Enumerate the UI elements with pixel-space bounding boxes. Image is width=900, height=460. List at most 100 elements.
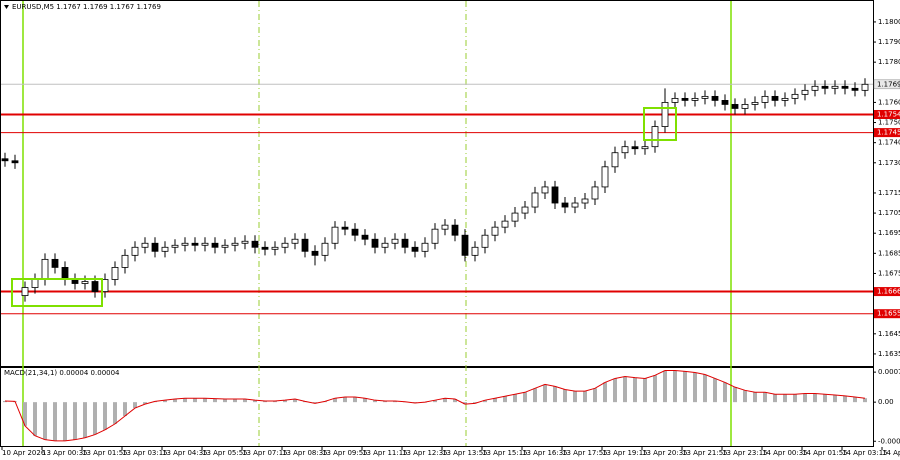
level-label: 1.1666 — [877, 288, 900, 296]
candle-body — [611, 152, 619, 168]
macd-bar — [93, 402, 97, 435]
macd-bar — [543, 384, 547, 403]
candle-body — [401, 238, 409, 248]
macd-bar — [373, 400, 377, 403]
candle-body — [661, 102, 669, 127]
candle-body — [441, 224, 449, 230]
candle-body — [461, 234, 469, 256]
candle-body — [801, 89, 809, 95]
chart-title: EURUSD,M5 1.1767 1.1769 1.1767 1.1769 — [12, 3, 161, 11]
x-tick-label: 13 Apr 01:55 — [82, 449, 128, 457]
candle-body — [701, 95, 709, 99]
candle-body — [281, 242, 289, 248]
candle-body — [71, 279, 79, 284]
x-tick-label: 13 Apr 05:55 — [202, 449, 248, 457]
macd-bar — [723, 382, 727, 403]
macd-bar — [43, 402, 47, 440]
macd-bar — [213, 398, 217, 403]
macd-bar — [493, 398, 497, 403]
level-label-box — [874, 309, 900, 319]
macd-bar — [433, 400, 437, 403]
macd-bar — [753, 392, 757, 403]
x-tick-label: 13 Apr 15:15 — [482, 449, 528, 457]
macd-bar — [473, 402, 477, 404]
x-tick-label: 14 Apr 04:35 — [882, 449, 900, 457]
macd-bar — [643, 378, 647, 403]
price-label: 1.1769 — [877, 80, 900, 88]
macd-frame — [0, 367, 874, 447]
macd-bar — [803, 393, 807, 403]
candle-body — [351, 228, 359, 236]
candle-body — [41, 258, 49, 280]
candle-body — [291, 238, 299, 244]
candle-body — [261, 246, 269, 250]
candle-body — [851, 87, 859, 91]
level-label-box — [874, 287, 900, 297]
x-tick-label: 13 Apr 19:15 — [602, 449, 648, 457]
candle-body — [721, 100, 729, 105]
x-tick-label: 13 Apr 09:55 — [322, 449, 368, 457]
candle-body — [381, 242, 389, 248]
macd-bar — [343, 397, 347, 403]
y-tick-label: 0.00 — [878, 398, 894, 406]
x-tick-label: 13 Apr 16:35 — [522, 449, 568, 457]
x-tick-label: 13 Apr 04:35 — [162, 449, 208, 457]
candle-body — [791, 93, 799, 99]
candle-body — [321, 242, 329, 256]
candle-body — [171, 244, 179, 248]
candle-body — [541, 186, 549, 194]
macd-bar — [683, 371, 687, 403]
y-tick-label: 1.1760 — [878, 98, 900, 106]
candle-body — [231, 242, 239, 246]
y-tick-label: 1.1780 — [878, 58, 900, 66]
macd-bar — [793, 394, 797, 403]
x-tick-label: 13 Apr 12:35 — [402, 449, 448, 457]
candle-body — [771, 95, 779, 101]
candle-body — [271, 246, 279, 250]
macd-bar — [513, 394, 517, 403]
candle-body — [391, 238, 399, 244]
candle-body — [421, 242, 429, 252]
candle-body — [141, 242, 149, 248]
candle-body — [121, 254, 129, 268]
x-tick-label: 13 Apr 23:15 — [722, 449, 768, 457]
x-tick-label: 13 Apr 13:55 — [442, 449, 488, 457]
candle-body — [51, 258, 59, 268]
candle-body — [181, 242, 189, 246]
x-tick-label: 14 Apr 03:15 — [842, 449, 888, 457]
candle-body — [431, 228, 439, 244]
macd-bar — [743, 390, 747, 403]
macd-bar — [533, 388, 537, 403]
macd-bar — [383, 400, 387, 403]
candle-body — [671, 97, 679, 103]
candle-body — [111, 267, 119, 280]
candle-body — [591, 186, 599, 200]
macd-bar — [663, 370, 667, 403]
y-tick-label: 1.1675 — [878, 269, 900, 277]
x-tick-label: 14 Apr 01:55 — [802, 449, 848, 457]
macd-bar — [63, 402, 67, 441]
macd-bar — [393, 400, 397, 403]
candle-body — [241, 240, 249, 244]
candle-body — [191, 242, 199, 246]
candle-body — [131, 246, 139, 256]
candle-body — [491, 226, 499, 236]
macd-bar — [353, 397, 357, 403]
price-label-box — [873, 79, 900, 90]
macd-bar — [713, 378, 717, 403]
candle-body — [861, 83, 869, 91]
macd-bar — [273, 400, 277, 403]
macd-bar — [763, 392, 767, 403]
candle-body — [161, 246, 169, 252]
macd-bar — [823, 394, 827, 403]
y-tick-label: 1.1730 — [878, 159, 900, 167]
y-tick-label: 1.1685 — [878, 249, 900, 257]
x-tick-label: 13 Apr 20:35 — [642, 449, 688, 457]
candle-body — [571, 202, 579, 208]
macd-bar — [773, 394, 777, 403]
y-tick-label: 0.00076 — [878, 368, 900, 376]
candle-body — [821, 85, 829, 89]
macd-bar — [463, 402, 467, 405]
x-tick-label: 10 Apr 2026 — [2, 449, 46, 457]
